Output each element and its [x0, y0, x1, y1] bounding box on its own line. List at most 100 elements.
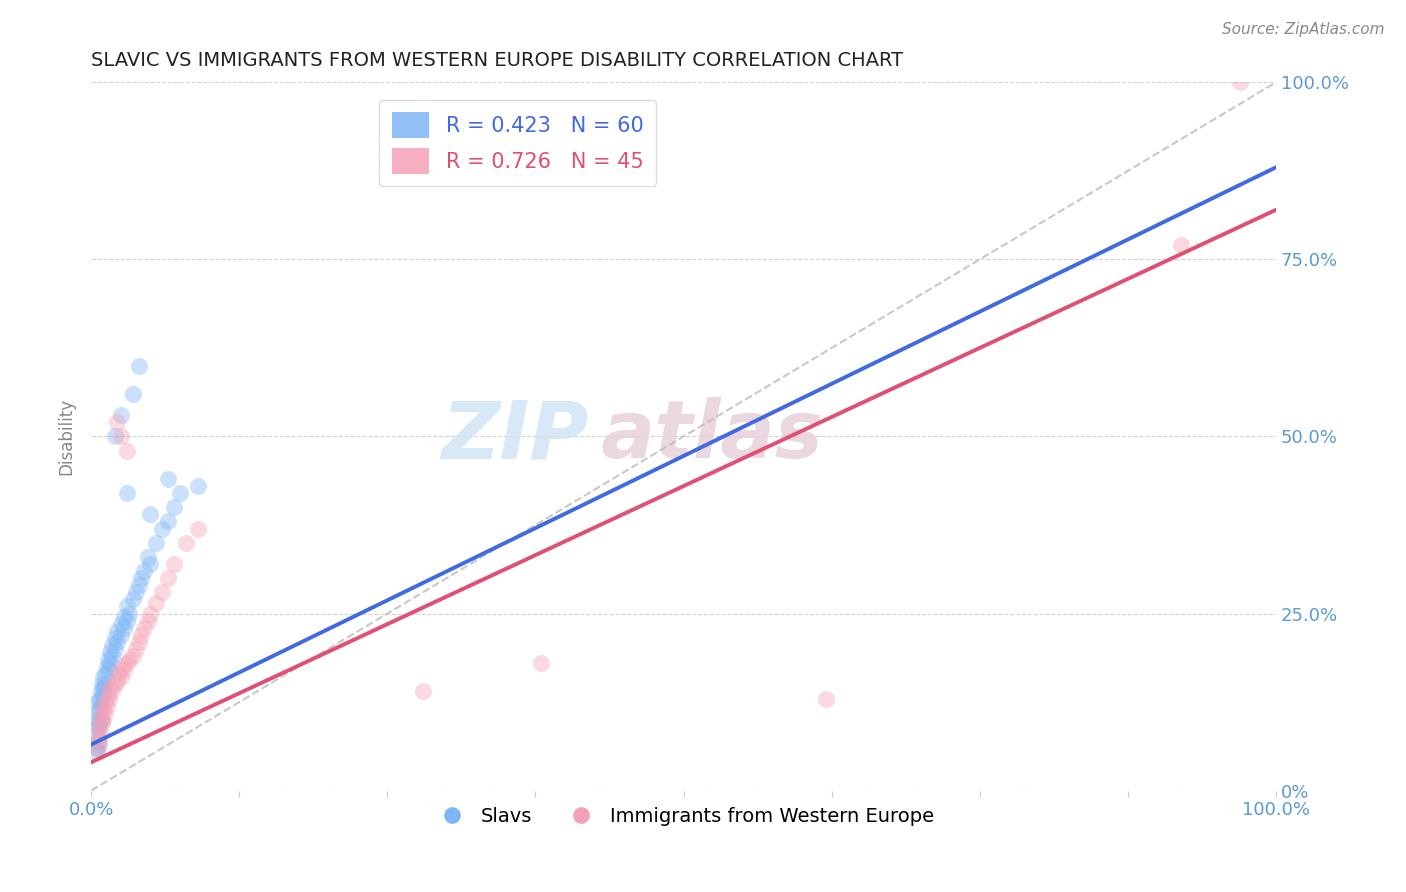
- Point: [121, 387, 143, 401]
- Point: [94, 706, 117, 720]
- Text: SLAVIC VS IMMIGRANTS FROM WESTERN EUROPE DISABILITY CORRELATION CHART: SLAVIC VS IMMIGRANTS FROM WESTERN EUROPE…: [91, 51, 903, 70]
- Point: [174, 535, 197, 549]
- Point: [89, 734, 111, 748]
- Point: [97, 691, 120, 706]
- Point: [97, 652, 120, 666]
- Point: [90, 709, 112, 723]
- Point: [157, 571, 180, 585]
- Point: [105, 415, 128, 429]
- Point: [90, 677, 112, 691]
- Point: [139, 607, 162, 621]
- Point: [115, 486, 138, 500]
- Point: [125, 642, 148, 657]
- Point: [139, 557, 162, 571]
- Point: [150, 522, 173, 536]
- Point: [86, 741, 108, 756]
- Point: [101, 639, 124, 653]
- Point: [97, 663, 120, 677]
- Point: [139, 508, 162, 522]
- Point: [107, 666, 129, 681]
- Point: [90, 716, 112, 731]
- Point: [118, 652, 141, 666]
- Y-axis label: Disability: Disability: [58, 398, 75, 475]
- Point: [90, 691, 112, 706]
- Point: [121, 648, 143, 663]
- Text: ZIP: ZIP: [441, 398, 589, 475]
- Point: [89, 702, 111, 716]
- Point: [98, 656, 121, 670]
- Point: [94, 677, 117, 691]
- Point: [98, 681, 121, 695]
- Point: [91, 713, 114, 727]
- Point: [115, 443, 138, 458]
- Point: [136, 614, 159, 628]
- Point: [145, 535, 167, 549]
- Point: [110, 617, 132, 632]
- Point: [157, 472, 180, 486]
- Point: [136, 549, 159, 564]
- Point: [86, 713, 108, 727]
- Point: [97, 688, 120, 702]
- Point: [530, 656, 553, 670]
- Point: [1229, 75, 1251, 89]
- Point: [86, 727, 108, 741]
- Point: [163, 557, 186, 571]
- Point: [101, 684, 124, 698]
- Point: [91, 681, 114, 695]
- Point: [111, 659, 134, 673]
- Point: [129, 628, 152, 642]
- Point: [163, 500, 186, 515]
- Point: [128, 635, 150, 649]
- Point: [112, 621, 135, 635]
- Point: [814, 691, 837, 706]
- Point: [89, 720, 111, 734]
- Point: [101, 648, 124, 663]
- Point: [91, 670, 114, 684]
- Point: [105, 673, 128, 688]
- Point: [86, 745, 108, 759]
- Point: [115, 614, 138, 628]
- Point: [90, 698, 112, 713]
- Point: [86, 741, 108, 756]
- Point: [87, 720, 110, 734]
- Point: [90, 713, 112, 727]
- Point: [1170, 238, 1192, 252]
- Point: [169, 486, 191, 500]
- Point: [105, 635, 128, 649]
- Point: [118, 607, 141, 621]
- Text: atlas: atlas: [600, 398, 824, 475]
- Point: [150, 585, 173, 599]
- Point: [87, 695, 110, 709]
- Point: [187, 522, 209, 536]
- Point: [91, 688, 114, 702]
- Point: [125, 585, 148, 599]
- Legend: Slavs, Immigrants from Western Europe: Slavs, Immigrants from Western Europe: [425, 799, 942, 834]
- Point: [89, 738, 111, 752]
- Point: [128, 359, 150, 373]
- Point: [157, 515, 180, 529]
- Point: [110, 670, 132, 684]
- Point: [104, 429, 127, 443]
- Point: [145, 596, 167, 610]
- Point: [112, 610, 135, 624]
- Point: [96, 659, 118, 673]
- Point: [96, 698, 118, 713]
- Point: [98, 646, 121, 660]
- Point: [89, 716, 111, 731]
- Point: [90, 727, 112, 741]
- Point: [115, 599, 138, 614]
- Point: [110, 409, 132, 423]
- Text: Source: ZipAtlas.com: Source: ZipAtlas.com: [1222, 22, 1385, 37]
- Point: [110, 429, 132, 443]
- Point: [115, 656, 138, 670]
- Point: [112, 663, 135, 677]
- Point: [89, 691, 111, 706]
- Point: [105, 624, 128, 639]
- Point: [104, 642, 127, 657]
- Point: [134, 621, 156, 635]
- Point: [129, 571, 152, 585]
- Point: [128, 578, 150, 592]
- Point: [412, 684, 434, 698]
- Point: [110, 628, 132, 642]
- Point: [91, 702, 114, 716]
